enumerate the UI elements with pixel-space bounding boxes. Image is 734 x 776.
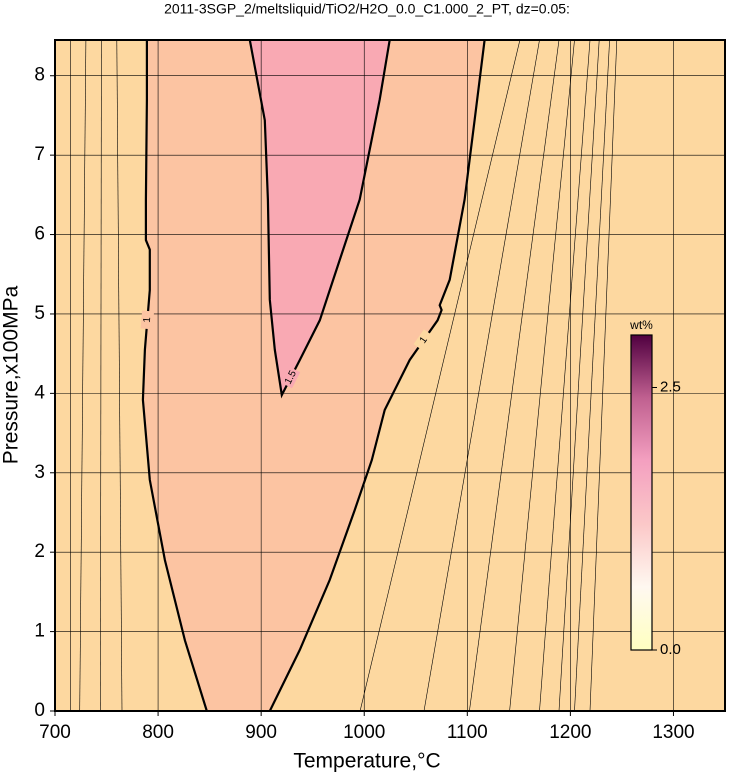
contour-line xyxy=(509,40,575,711)
x-tick-label: 800 xyxy=(142,722,174,743)
chart-title: 2011-3SGP_2/meltsliquid/TiO2/H2O_0.0_C1.… xyxy=(164,1,570,17)
x-axis-label: Temperature,°C xyxy=(293,750,440,773)
contour-line xyxy=(589,40,618,711)
contour-label-group: 1.5 xyxy=(281,366,301,389)
contour-label-bg xyxy=(413,329,434,351)
colorbar-label: wt% xyxy=(629,318,653,332)
contour-line xyxy=(423,40,540,711)
contour-line xyxy=(539,40,591,711)
y-tick-label: 3 xyxy=(34,462,45,483)
contour-line xyxy=(574,40,610,711)
contour-region xyxy=(142,40,485,711)
contour-label: 1 xyxy=(142,316,153,323)
y-tick-label: 8 xyxy=(34,65,45,86)
colorbar-tick-label: 0.0 xyxy=(660,641,681,658)
plot-area: 111.5 xyxy=(55,40,725,711)
y-tick-label: 7 xyxy=(34,144,45,165)
x-tick-label: 1200 xyxy=(549,722,591,743)
y-tick-label: 2 xyxy=(34,541,45,562)
y-tick-label: 6 xyxy=(34,224,45,245)
x-tick-label: 1000 xyxy=(343,722,385,743)
contour-line xyxy=(79,40,87,711)
contour-line xyxy=(359,40,521,711)
colorbar-tick-label: 2.5 xyxy=(660,378,681,395)
axes: 700 800 900 1000 1100 1200 1300 0 1 2 3 4 5 6 7 8 0.0 2.5… xyxy=(34,39,726,743)
contour-label-bg xyxy=(281,366,301,389)
contour-label-bg xyxy=(140,310,155,330)
plot-frame xyxy=(54,39,726,712)
contour-line xyxy=(100,40,102,711)
contour-line xyxy=(116,40,123,711)
x-tick-label: 1100 xyxy=(447,722,488,743)
contour-label-group: 1 xyxy=(413,329,434,351)
x-tick-label: 1300 xyxy=(652,722,694,743)
contour-region xyxy=(249,40,390,395)
y-tick-label: 1 xyxy=(34,621,45,642)
y-tick-label: 5 xyxy=(34,303,45,324)
colorbar xyxy=(630,334,653,651)
x-tick-label: 700 xyxy=(39,722,71,743)
contour-line xyxy=(558,40,600,711)
y-axis-label: Pressure,x100MPa xyxy=(0,285,23,464)
contour-label: 1 xyxy=(418,334,430,345)
y-tick-label: 0 xyxy=(34,700,45,721)
x-tick-label: 900 xyxy=(245,722,277,743)
y-tick-label: 4 xyxy=(34,382,45,403)
contour-line xyxy=(469,40,560,711)
contour-label-group: 1 xyxy=(140,310,155,330)
